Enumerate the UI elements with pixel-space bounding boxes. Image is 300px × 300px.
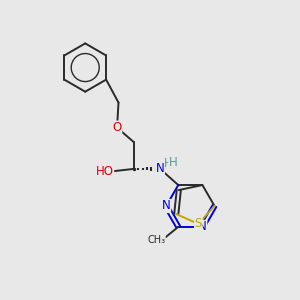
- Text: S: S: [195, 218, 202, 230]
- Text: HO: HO: [96, 165, 114, 178]
- Text: N: N: [156, 162, 164, 175]
- Text: CH₃: CH₃: [147, 235, 165, 245]
- Text: H: H: [169, 156, 178, 169]
- Text: N: N: [156, 162, 164, 175]
- Text: O: O: [112, 121, 122, 134]
- Text: H: H: [164, 157, 172, 170]
- Text: N: N: [162, 200, 171, 212]
- Text: N: N: [198, 220, 207, 233]
